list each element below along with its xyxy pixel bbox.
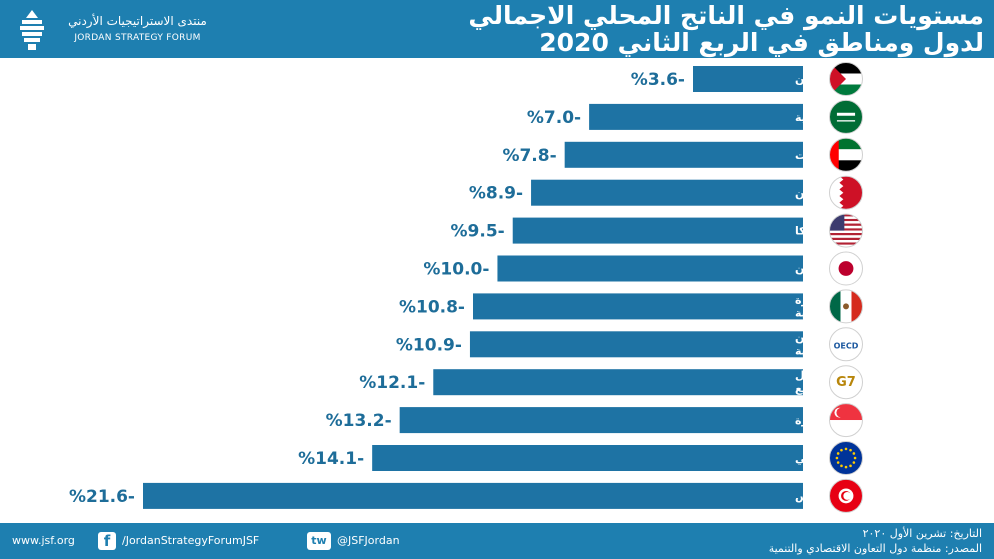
chart-row: الإمارات %7.8-: [502, 137, 863, 172]
source-line: المصدر: منظمة دول التعاون الاقتصادي والت…: [768, 542, 982, 555]
twitter-link[interactable]: @JSFJordan: [337, 534, 400, 547]
category-label-line: دول اتفاقية التجارة الحرة: [795, 293, 934, 306]
chart-row: تونس %21.6-: [69, 478, 863, 513]
bar: [589, 103, 803, 130]
category-label: البحرين: [795, 187, 836, 200]
category-label: الأردن: [795, 72, 828, 86]
saudi-flag-icon: [829, 99, 863, 134]
chart-row: دول مجموعة الدولالصناعية السبع%12.1-G7: [359, 365, 899, 400]
source-note: التاريخ: تشرين الأول ٢٠٢٠ المصدر: منظمة …: [769, 526, 982, 556]
bar: [497, 255, 803, 282]
bar: [473, 293, 803, 320]
category-label: تونس: [795, 490, 826, 503]
chart-row: دول منظمة التعاونالاقتصادي والتنمية%10.9…: [396, 327, 900, 362]
bar: [399, 407, 803, 434]
value-label: %14.1-: [298, 449, 364, 469]
logo-text-english: JORDAN STRATEGY FORUM: [74, 33, 201, 43]
category-label: اليابان: [795, 263, 829, 276]
jordan-flag-icon: [829, 62, 863, 96]
value-label: %8.9-: [469, 184, 523, 204]
chart-row: دول اتفاقية التجارة الحرة لامريكا الشمالي…: [399, 289, 934, 324]
bar: [693, 66, 803, 92]
chart-title: مستويات النمو في الناتج المحلي الاجمالي …: [284, 2, 984, 56]
usa-flag-icon: [829, 213, 863, 248]
website-link[interactable]: www.jsf.org: [12, 534, 75, 547]
value-label: %3.6-: [631, 70, 685, 90]
value-label: %9.5-: [451, 222, 505, 242]
bar: [512, 217, 803, 244]
value-label: %10.0-: [423, 260, 489, 280]
japan-flag-icon: [829, 251, 863, 286]
svg-text:OECD: OECD: [834, 341, 859, 350]
bar: [564, 141, 803, 168]
logo-text-arabic: منتدى الاستراتيجيات الأردني: [68, 14, 207, 28]
date-line: التاريخ: تشرين الأول ٢٠٢٠: [862, 527, 982, 540]
bar: [469, 331, 803, 358]
g7-logo-icon: G7: [829, 365, 863, 400]
value-label: %21.6-: [69, 487, 135, 507]
title-line-1: مستويات النمو في الناتج المحلي الاجمالي: [468, 1, 984, 30]
bahrain-flag-icon: [829, 175, 863, 210]
facebook-icon[interactable]: f: [98, 532, 116, 550]
chart-row: البحرين %8.9-: [469, 175, 863, 210]
bar: [531, 179, 803, 206]
chart-row: السعودية%7.0-: [527, 99, 863, 134]
header-bar: منتدى الاستراتيجيات الأردني JORDAN STRAT…: [0, 0, 994, 58]
nafta-flags-icon: [829, 289, 863, 324]
value-label: %7.0-: [527, 108, 581, 128]
chart-row: الأردن %3.6-: [631, 62, 863, 96]
category-label: الإمارات: [795, 149, 839, 162]
eu-flag-icon: [829, 441, 863, 475]
chart-row: دول الاتحاد الأوروبي%14.1-: [298, 441, 906, 475]
category-label: أمريكا: [795, 224, 827, 238]
value-label: %12.1-: [359, 373, 425, 393]
oecd-logo-icon: OECD: [829, 327, 863, 362]
facebook-link[interactable]: /JordanStrategyForumJSF: [122, 534, 260, 547]
footer-bar: www.jsf.org f /JordanStrategyForumJSF tw…: [0, 523, 994, 559]
singapore-flag-icon: [829, 403, 863, 438]
twitter-icon[interactable]: tw: [307, 532, 331, 550]
jsf-emblem-icon: [20, 10, 44, 50]
chart-row: سنغافورة%13.2-: [326, 403, 863, 438]
title-line-2: لدول ومناطق في الربع الثاني 2020: [539, 28, 984, 57]
tunisia-flag-icon: [829, 478, 863, 513]
bar: [433, 369, 803, 396]
bar: [143, 482, 803, 509]
uae-flag-icon: [829, 137, 863, 172]
svg-text:G7: G7: [836, 375, 856, 390]
value-label: %7.8-: [502, 146, 556, 166]
value-label: %10.9-: [396, 335, 462, 355]
value-label: %10.8-: [399, 297, 465, 317]
chart-row: اليابان %10.0-: [423, 251, 863, 286]
chart-row: أمريكا %9.5-: [451, 213, 863, 248]
jsf-logo: منتدى الاستراتيجيات الأردني JORDAN STRAT…: [10, 8, 215, 52]
bar-chart: الأردن %3.6- السعودية%7.0- الإمارات %7.8- الب…: [69, 62, 934, 513]
category-label: دول اتفاقية التجارة الحرة لامريكا الشمالي…: [795, 293, 934, 319]
bar: [372, 445, 803, 471]
value-label: %13.2-: [326, 411, 392, 431]
